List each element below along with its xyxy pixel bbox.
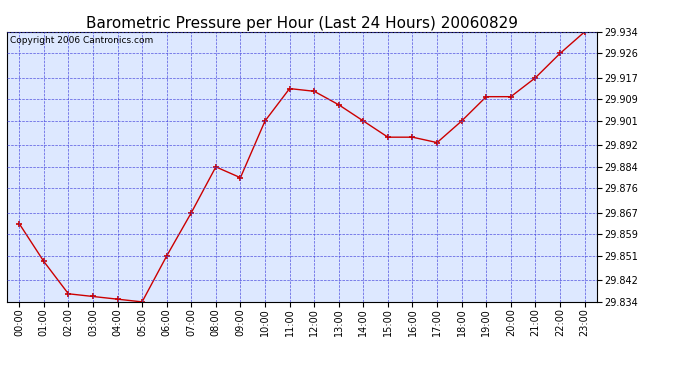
Title: Barometric Pressure per Hour (Last 24 Hours) 20060829: Barometric Pressure per Hour (Last 24 Ho…: [86, 16, 518, 31]
Text: Copyright 2006 Cantronics.com: Copyright 2006 Cantronics.com: [10, 36, 153, 45]
